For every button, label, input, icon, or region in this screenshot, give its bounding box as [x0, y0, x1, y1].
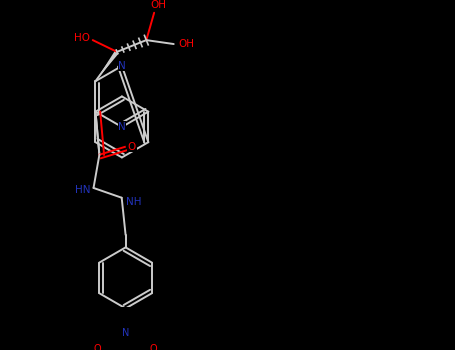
Text: O: O — [150, 344, 157, 350]
Text: OH: OH — [150, 0, 166, 10]
Text: HN: HN — [75, 185, 91, 195]
Text: N: N — [118, 61, 126, 71]
Text: OH: OH — [178, 39, 194, 49]
Text: HO: HO — [74, 33, 90, 43]
Text: NH: NH — [126, 197, 141, 206]
Text: O: O — [128, 142, 136, 152]
Text: N: N — [118, 122, 126, 132]
Text: O: O — [94, 344, 101, 350]
Polygon shape — [96, 50, 119, 81]
Text: N: N — [122, 328, 129, 338]
